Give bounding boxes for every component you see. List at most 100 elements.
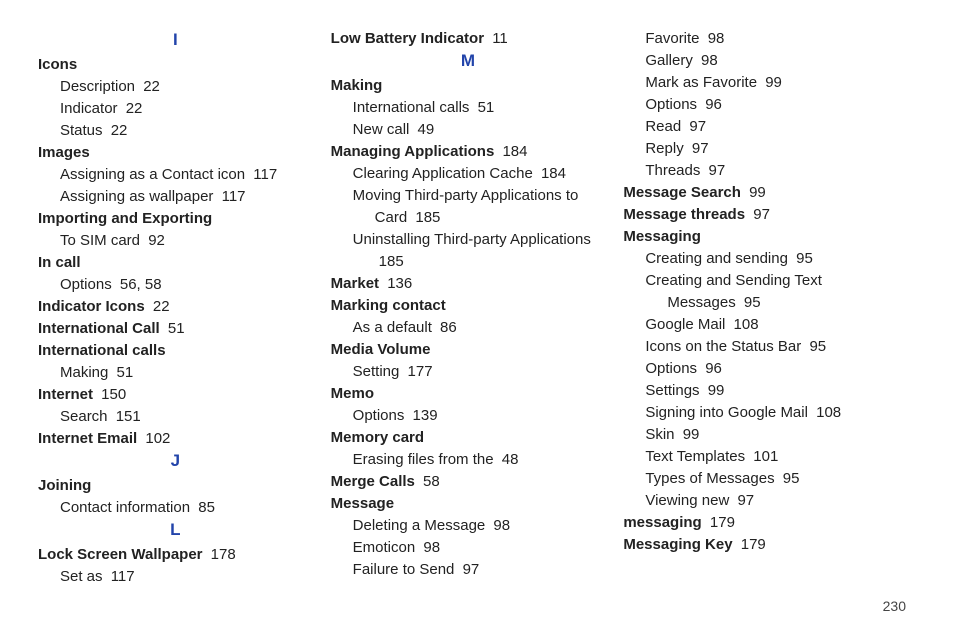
index-heading: Importing and Exporting [38, 208, 313, 229]
index-term: To SIM card [60, 232, 140, 249]
index-subentry: Gallery 98 [623, 50, 898, 71]
index-term: Clearing Application Cache [353, 165, 533, 182]
page-ref: 97 [458, 561, 479, 578]
index-subentry: Types of Messages 95 [623, 468, 898, 489]
index-term: Status [60, 122, 103, 139]
page-ref: 117 [107, 568, 135, 585]
index-subentry: Search 151 [38, 406, 313, 427]
page-ref: 179 [737, 536, 766, 553]
index-subentry-continuation: 185 [331, 251, 606, 272]
index-heading: In call [38, 252, 313, 273]
page-ref: 184 [537, 165, 566, 182]
index-subentry: Assigning as a Contact icon 117 [38, 164, 313, 185]
index-heading: International calls [38, 340, 313, 361]
index-term: Deleting a Message [353, 517, 486, 534]
page-ref: 92 [144, 232, 165, 249]
page-ref: 51 [164, 320, 185, 337]
index-subentry: Contact information 85 [38, 497, 313, 518]
index-subentry: Read 97 [623, 116, 898, 137]
page-ref: 86 [436, 319, 457, 336]
section-letter: I [38, 30, 313, 50]
index-term: Contact information [60, 499, 190, 516]
page-ref: 95 [805, 338, 826, 355]
index-term: Managing Applications [331, 143, 495, 160]
index-subentry: Moving Third-party Applications to [331, 185, 606, 206]
page-ref: 96 [701, 360, 722, 377]
index-heading: Indicator Icons 22 [38, 296, 313, 317]
index-term: Emoticon [353, 539, 416, 556]
index-term: Skin [645, 426, 674, 443]
index-term: Internet [38, 386, 93, 403]
page-ref: 22 [107, 122, 128, 139]
index-heading: Making [331, 75, 606, 96]
index-subentry-continuation: Messages 95 [623, 292, 898, 313]
index-heading: Low Battery Indicator 11 [331, 28, 606, 49]
page-ref: 97 [749, 206, 770, 223]
index-heading: Marking contact [331, 295, 606, 316]
page-ref: 97 [688, 140, 709, 157]
page-ref: 117 [217, 188, 245, 205]
index-term: Icons on the Status Bar [645, 338, 801, 355]
index-term: Google Mail [645, 316, 725, 333]
index-column-3: Favorite 98Gallery 98Mark as Favorite 99… [623, 28, 916, 588]
page-ref: 108 [729, 316, 758, 333]
page-ref: 177 [403, 363, 432, 380]
index-term: Assigning as wallpaper [60, 188, 213, 205]
index-term: Making [60, 364, 108, 381]
index-heading: Media Volume [331, 339, 606, 360]
index-term: As a default [353, 319, 432, 336]
page-ref: 97 [704, 162, 725, 179]
page-ref: 185 [411, 209, 440, 226]
index-subentry: Options 139 [331, 405, 606, 426]
index-subentry: Status 22 [38, 120, 313, 141]
index-subentry-continuation: Card 185 [331, 207, 606, 228]
page-ref: 101 [749, 448, 778, 465]
index-subentry: Settings 99 [623, 380, 898, 401]
index-heading: Icons [38, 54, 313, 75]
page-ref: 99 [761, 74, 782, 91]
page-ref: 150 [97, 386, 126, 403]
index-term: Indicator Icons [38, 298, 145, 315]
index-subentry: Setting 177 [331, 361, 606, 382]
index-subentry: Creating and sending 95 [623, 248, 898, 269]
index-term: messaging [623, 514, 701, 531]
index-subentry: As a default 86 [331, 317, 606, 338]
index-term: Lock Screen Wallpaper [38, 546, 203, 563]
index-term: Options [60, 276, 112, 293]
page-ref: 51 [473, 99, 494, 116]
page-ref: 151 [112, 408, 141, 425]
index-subentry: Options 56, 58 [38, 274, 313, 295]
index-subentry: Reply 97 [623, 138, 898, 159]
page-ref: 56, 58 [116, 276, 162, 293]
page-ref: 108 [812, 404, 841, 421]
index-subentry: Options 96 [623, 358, 898, 379]
index-term: Creating and sending [645, 250, 788, 267]
index-term: Signing into Google Mail [645, 404, 808, 421]
index-columns: IIconsDescription 22Indicator 22Status 2… [38, 28, 916, 588]
index-subentry: Clearing Application Cache 184 [331, 163, 606, 184]
index-term: Gallery [645, 52, 693, 69]
index-heading: Messaging [623, 226, 898, 247]
page-ref: 96 [701, 96, 722, 113]
page-ref: 22 [122, 100, 143, 117]
page-ref: 95 [740, 294, 761, 311]
page-ref: 185 [379, 253, 404, 270]
index-term: Merge Calls [331, 473, 415, 490]
index-heading: Joining [38, 475, 313, 496]
index-term: Text Templates [645, 448, 745, 465]
page-ref: 99 [745, 184, 766, 201]
index-heading: Images [38, 142, 313, 163]
index-subentry: Mark as Favorite 99 [623, 72, 898, 93]
index-term: International Call [38, 320, 160, 337]
index-term: Internet Email [38, 430, 137, 447]
index-heading: Memo [331, 383, 606, 404]
index-term: Low Battery Indicator [331, 30, 484, 47]
page-ref: 51 [112, 364, 133, 381]
index-term: Message Search [623, 184, 741, 201]
index-subentry: Skin 99 [623, 424, 898, 445]
index-term: Description [60, 78, 135, 95]
page-ref: 58 [419, 473, 440, 490]
page-ref: 98 [704, 30, 725, 47]
page-ref: 98 [419, 539, 440, 556]
index-heading: messaging 179 [623, 512, 898, 533]
